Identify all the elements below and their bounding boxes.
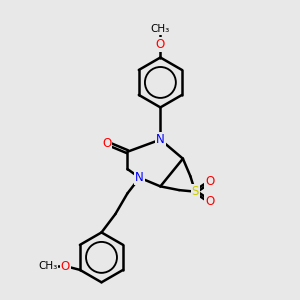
Text: O: O — [156, 38, 165, 51]
Text: O: O — [205, 176, 214, 188]
Text: O: O — [205, 195, 214, 208]
Text: O: O — [61, 260, 70, 272]
Text: O: O — [102, 136, 111, 150]
Text: CH₃: CH₃ — [38, 261, 57, 271]
Text: N: N — [135, 171, 144, 184]
Text: S: S — [191, 185, 199, 198]
Text: CH₃: CH₃ — [151, 24, 170, 34]
Text: N: N — [156, 133, 165, 146]
